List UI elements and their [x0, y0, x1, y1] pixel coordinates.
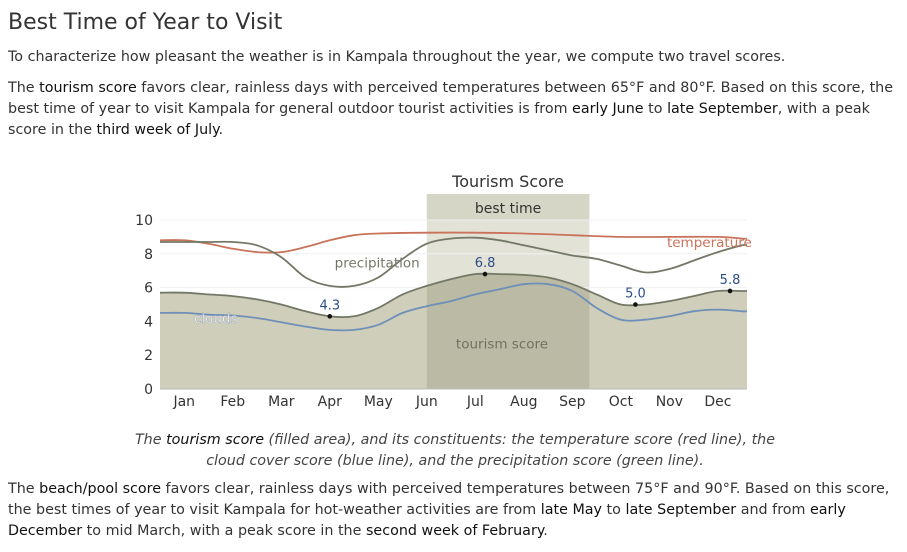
y-tick-label: 2 — [144, 348, 153, 364]
tourism-score-line — [159, 272, 747, 319]
intro-paragraph: To characterize how pleasant the weather… — [8, 49, 786, 65]
chart-title: Tourism Score — [451, 172, 564, 191]
series-label: tourism score — [456, 336, 548, 352]
value-dot — [727, 288, 733, 294]
x-tick-label: Jul — [466, 394, 484, 410]
value-label: 4.3 — [319, 298, 340, 313]
value-label: 6.8 — [475, 256, 496, 271]
x-tick-label: Nov — [656, 394, 683, 410]
keyword-third-week-july: third week of July — [96, 122, 219, 138]
keyword-late-september: late September — [667, 101, 778, 117]
keyword-tourism-score: tourism score — [39, 80, 137, 96]
value-label: 5.0 — [625, 287, 646, 302]
keyword-early-june: early June — [572, 101, 644, 117]
caption-keyword-tourism-score: tourism score — [166, 432, 264, 449]
keyword-second-week-february: second week of February — [365, 523, 544, 539]
x-tick-label: Dec — [704, 394, 731, 410]
x-tick-label: Aug — [510, 394, 537, 410]
x-tick-label: May — [364, 394, 393, 410]
keyword-beach-pool-score: beach/pool score — [39, 481, 162, 497]
keyword-late-september-2: late September — [625, 502, 737, 518]
x-tick-label: Sep — [559, 394, 586, 410]
keyword-late-may: late May — [540, 502, 603, 518]
beach-paragraph: The beach/pool score favors clear, rainl… — [8, 481, 890, 539]
tourism-paragraph: The tourism score favors clear, rainless… — [8, 80, 894, 138]
best-time-label: best time — [475, 201, 541, 217]
x-tick-label: Jun — [415, 394, 438, 410]
value-dot — [482, 271, 488, 277]
series-label: precipitation — [335, 255, 420, 271]
y-tick-label: 0 — [144, 382, 153, 398]
keyword-early-december: early December — [8, 502, 846, 539]
x-tick-label: Apr — [318, 394, 342, 410]
tourism-score-area-best — [426, 273, 590, 389]
y-tick-label: 4 — [144, 314, 153, 330]
best-time-header — [426, 194, 590, 220]
clouds-line — [159, 282, 748, 332]
x-tick-label: Feb — [220, 394, 245, 410]
x-tick-label: Jan — [172, 394, 195, 410]
chart-caption: The tourism score (filled area), and its… — [134, 432, 776, 470]
temperature-line — [159, 231, 748, 254]
value-dot — [633, 302, 638, 307]
series-label: temperature — [667, 235, 752, 251]
precipitation-line — [159, 236, 748, 288]
y-tick-label: 10 — [135, 213, 153, 229]
tourism-score-chart: best time Tourism Score 4.3 6.8 5.0 5.8 temp… — [135, 172, 752, 410]
x-tick-label: Mar — [268, 394, 295, 410]
page-title: Best Time of Year to Visit — [8, 10, 283, 35]
value-dot — [327, 314, 333, 319]
value-label: 5.8 — [720, 273, 741, 288]
series-label: clouds — [194, 311, 238, 327]
x-tick-label: Oct — [609, 394, 634, 410]
y-tick-label: 8 — [144, 247, 153, 263]
y-tick-label: 6 — [144, 281, 153, 297]
